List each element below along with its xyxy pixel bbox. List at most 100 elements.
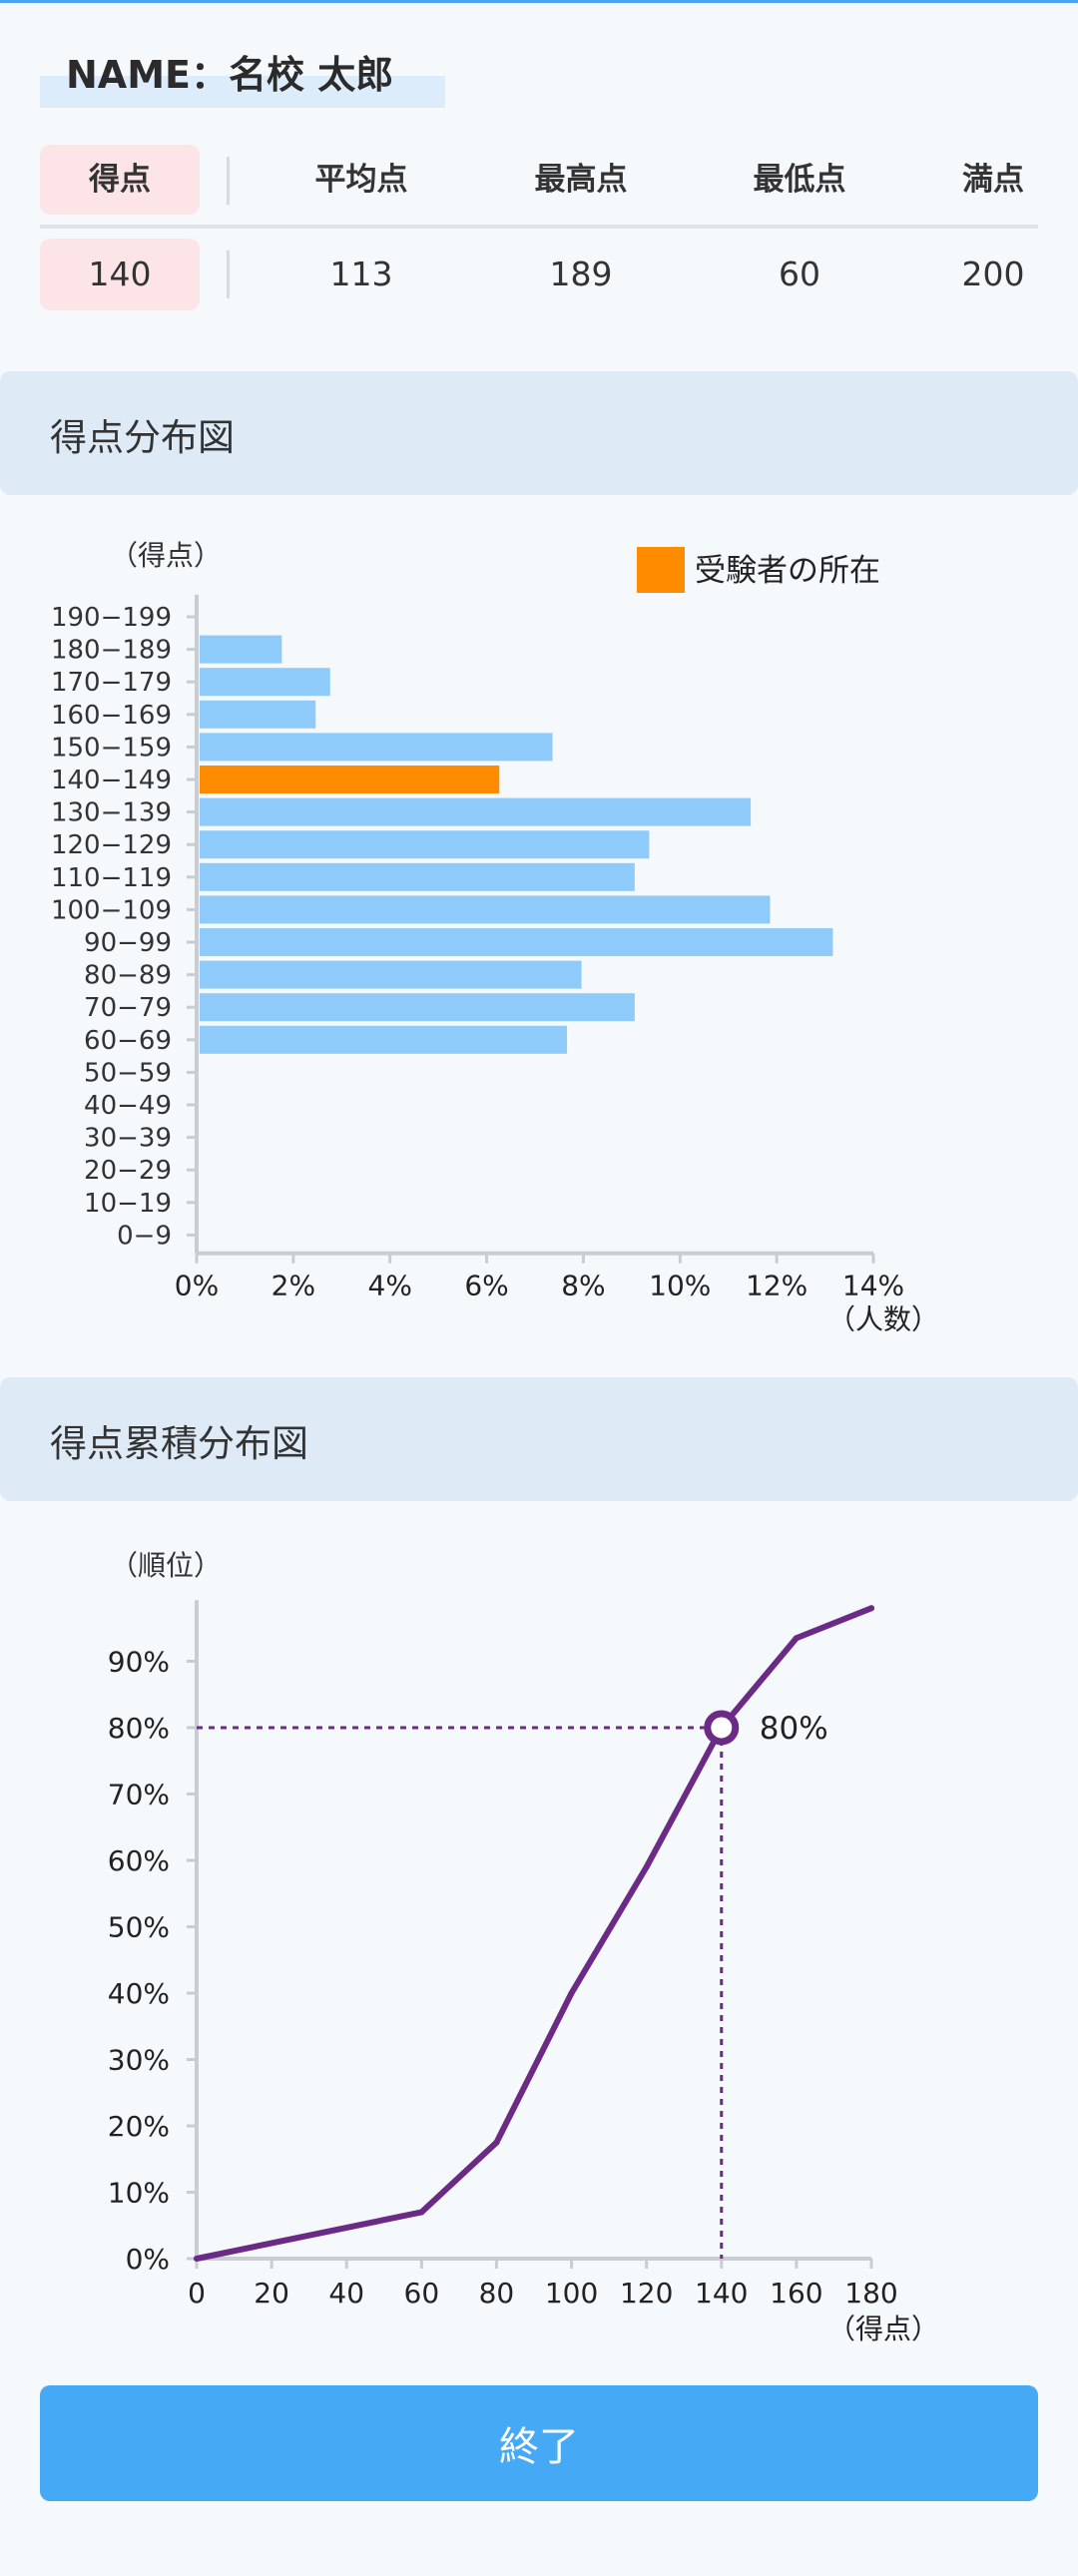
cumulative-line — [194, 1605, 874, 2262]
distribution-section-title: 得点分布図 — [50, 416, 235, 459]
cumulative-point — [194, 2256, 200, 2262]
x-tick-label: 40 — [328, 2277, 364, 2310]
y-tick-label: 0% — [126, 2243, 170, 2276]
cumulative-ylabel: （順位） — [110, 1549, 222, 1582]
y-tick-label: 60−69 — [84, 1026, 172, 1056]
y-tick-label: 50% — [108, 1911, 170, 1944]
distribution-bar — [200, 668, 330, 697]
cumulative-chart: （順位） 0% 10% 20% 30% 40% 50% 60% 70% 80% 90% 0 20 40 60… — [0, 1527, 1078, 2355]
distribution-bar — [200, 895, 771, 924]
y-tick-label: 40% — [108, 1977, 170, 2010]
cumulative-point — [418, 2209, 425, 2216]
score-header-highest: 最高点 — [534, 162, 628, 198]
cumulative-point — [793, 1635, 800, 1642]
score-value-average: 113 — [329, 255, 393, 293]
x-tick-label: 100 — [545, 2277, 598, 2310]
y-tick-label: 190−199 — [51, 603, 172, 633]
cumulative-point — [643, 1863, 650, 1870]
x-tick-label: 6% — [464, 1270, 508, 1302]
distribution-bar — [200, 862, 635, 891]
y-tick-label: 10−19 — [84, 1189, 172, 1219]
x-tick-label: 0 — [188, 2277, 206, 2310]
distribution-bar — [200, 1025, 568, 1054]
y-tick-label: 170−179 — [51, 668, 172, 698]
score-header-lowest: 最低点 — [753, 162, 846, 198]
student-name: NAME：名校 太郎 — [66, 53, 394, 97]
top-accent-line — [0, 0, 1078, 3]
score-summary-table: 得点 140 平均点 113 最高点 189 最低点 60 満点 200 — [40, 145, 1038, 314]
y-tick-label: 10% — [108, 2177, 170, 2210]
score-value-lowest: 60 — [779, 255, 820, 293]
score-value-full: 200 — [961, 255, 1025, 293]
x-tick-label: 8% — [561, 1270, 605, 1302]
distribution-bar — [200, 928, 833, 956]
x-tick-label: 12% — [746, 1270, 808, 1302]
name-underline — [40, 76, 445, 108]
distribution-bar-highlight — [200, 766, 500, 793]
y-tick-label: 70% — [108, 1779, 170, 1811]
y-tick-label: 120−129 — [51, 830, 172, 860]
column-separator — [227, 157, 230, 205]
y-tick-label: 180−189 — [51, 636, 172, 666]
y-tick-label: 70−79 — [84, 993, 172, 1023]
x-tick-label: 120 — [620, 2277, 673, 2310]
distribution-ylabel: （得点） — [110, 539, 222, 572]
end-button[interactable]: 終了 — [40, 2385, 1038, 2501]
x-tick-label: 0% — [175, 1270, 219, 1302]
y-tick-label: 90−99 — [84, 928, 172, 958]
student-name-block: NAME：名校 太郎 — [40, 40, 445, 108]
distribution-bar — [200, 635, 282, 664]
y-tick-label: 160−169 — [51, 701, 172, 731]
distribution-xlabel: （人数） — [827, 1303, 939, 1336]
y-tick-label: 110−119 — [51, 863, 172, 893]
score-column-lowest: 最低点 60 — [720, 145, 879, 293]
x-tick-label: 10% — [649, 1270, 711, 1302]
cumulative-point — [568, 1990, 575, 1996]
y-tick-label: 20% — [108, 2110, 170, 2143]
table-divider — [40, 225, 1038, 229]
distribution-bar — [200, 830, 650, 859]
x-tick-label: 4% — [368, 1270, 412, 1302]
score-value-mine: 140 — [40, 239, 200, 310]
cumulative-point — [868, 1605, 874, 1612]
distribution-section-header: 得点分布図 — [0, 371, 1078, 495]
y-tick-label: 0−9 — [117, 1221, 172, 1251]
score-header-mine: 得点 — [40, 145, 200, 215]
distribution-bar — [200, 733, 553, 762]
score-column-full: 満点 200 — [913, 145, 1073, 293]
x-tick-label: 160 — [770, 2277, 822, 2310]
x-tick-label: 140 — [695, 2277, 748, 2310]
position-marker-icon — [704, 1710, 740, 1746]
score-column-average: 平均点 113 — [281, 145, 441, 293]
score-header-full: 満点 — [962, 162, 1024, 198]
score-value-highest: 189 — [549, 255, 613, 293]
y-tick-label: 20−29 — [84, 1156, 172, 1186]
x-tick-label: 2% — [271, 1270, 315, 1302]
score-header-average: 平均点 — [314, 162, 408, 198]
y-tick-label: 140−149 — [51, 766, 172, 795]
y-tick-label: 150−159 — [51, 733, 172, 763]
cumulative-chart-svg: （順位） 0% 10% 20% 30% 40% 50% 60% 70% 80% 90% 0 20 40 60… — [108, 1549, 939, 2345]
x-tick-label: 60 — [404, 2277, 440, 2310]
x-tick-label: 20 — [254, 2277, 289, 2310]
distribution-chart: （得点） 受験者の所在 190−199 180−189 170−179 160−169 15… — [0, 519, 1078, 1357]
column-separator — [227, 251, 230, 298]
distribution-bar — [200, 797, 752, 826]
y-tick-label: 90% — [108, 1646, 170, 1679]
cumulative-xlabel: （得点） — [827, 2313, 939, 2345]
y-tick-label: 40−49 — [84, 1091, 172, 1121]
legend-swatch-icon — [637, 547, 685, 593]
y-tick-label: 30−39 — [84, 1124, 172, 1154]
distribution-chart-svg: （得点） 受験者の所在 190−199180−189170−179160−16915… — [51, 539, 939, 1336]
y-tick-label: 80−89 — [84, 961, 172, 991]
marker-label: 80% — [760, 1711, 828, 1747]
distribution-bar — [200, 993, 635, 1022]
y-tick-label: 80% — [108, 1712, 170, 1745]
cumulative-section-header: 得点累積分布図 — [0, 1377, 1078, 1501]
y-tick-label: 100−109 — [51, 895, 172, 925]
x-tick-label: 14% — [842, 1270, 904, 1302]
x-tick-label: 180 — [844, 2277, 897, 2310]
y-tick-label: 130−139 — [51, 798, 172, 828]
y-tick-label: 60% — [108, 1844, 170, 1877]
x-tick-label: 80 — [479, 2277, 515, 2310]
